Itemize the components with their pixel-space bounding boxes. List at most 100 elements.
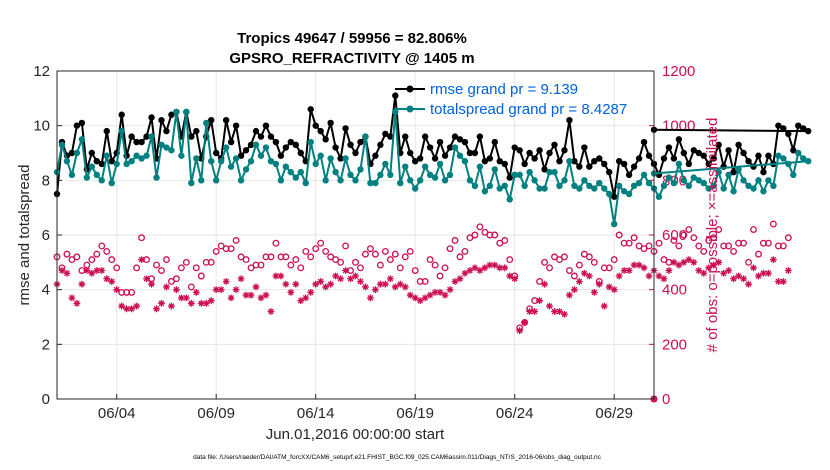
data-point-rmse	[775, 122, 782, 129]
obs-possible-marker	[182, 258, 190, 266]
obs-assimilated-marker	[645, 272, 653, 280]
obs-possible-marker	[580, 250, 588, 258]
obs-assimilated-marker	[182, 294, 190, 302]
obs-possible-marker	[715, 226, 723, 233]
obs-assimilated-marker	[158, 299, 165, 307]
obs-assimilated-marker	[755, 272, 762, 280]
obs-assimilated-marker	[332, 272, 339, 280]
data-point-totalspread	[710, 182, 717, 189]
obs-possible-marker	[317, 239, 325, 247]
data-point-rmse	[73, 122, 81, 129]
obs-possible-marker	[312, 245, 320, 253]
data-point-totalspread	[461, 158, 469, 165]
obs-possible-marker	[615, 231, 623, 239]
y-tick-label: 8	[42, 172, 50, 189]
legend-rmse-label: rmse grand pr = 9.139	[430, 81, 578, 98]
obs-assimilated-marker	[640, 264, 648, 272]
obs-possible-marker	[561, 253, 568, 261]
data-point-totalspread	[108, 179, 115, 187]
obs-assimilated-marker	[148, 280, 155, 288]
data-point-totalspread	[208, 158, 215, 165]
data-point-totalspread	[213, 177, 220, 184]
obs-possible-marker	[237, 253, 245, 261]
obs-assimilated-marker	[516, 327, 524, 335]
obs-assimilated-marker	[750, 264, 757, 272]
obs-possible-marker	[167, 278, 175, 285]
data-point-totalspread	[68, 171, 76, 179]
data-point-totalspread	[665, 174, 673, 181]
obs-assimilated-marker	[312, 280, 320, 288]
data-point-rmse	[297, 149, 304, 157]
data-point-totalspread	[242, 166, 250, 173]
obs-possible-marker	[501, 237, 509, 244]
obs-possible-marker	[546, 264, 553, 272]
obs-possible-marker	[541, 258, 548, 266]
data-point-totalspread	[193, 155, 200, 162]
data-point-totalspread	[581, 177, 588, 184]
data-point-totalspread	[511, 171, 518, 179]
data-point-rmse	[501, 160, 508, 168]
footnote: data file: /Users/raeder/DAI/ATM_forcXX/…	[193, 454, 602, 461]
data-point-totalspread	[203, 119, 210, 127]
obs-possible-marker	[635, 242, 643, 250]
data-point-rmse	[431, 155, 439, 162]
data-point-rmse	[262, 122, 270, 129]
obs-assimilated-marker	[83, 267, 91, 274]
series-lines	[53, 92, 812, 228]
data-point-totalspread	[307, 138, 314, 146]
data-point-rmse	[695, 149, 702, 157]
obs-assimilated-marker	[177, 294, 185, 302]
obs-assimilated-marker	[267, 308, 275, 315]
data-point-totalspread	[615, 182, 623, 189]
data-point-totalspread	[138, 155, 145, 162]
obs-assimilated-marker	[317, 278, 325, 285]
data-point-rmse	[337, 155, 344, 162]
data-point-totalspread	[775, 152, 782, 159]
obs-possible-marker	[227, 245, 235, 253]
obs-assimilated-marker	[78, 280, 86, 288]
chart-subtitle: GPSRO_REFRACTIVITY @ 1405 m	[229, 50, 474, 67]
obs-assimilated-marker	[670, 258, 678, 266]
data-point-rmse	[596, 155, 603, 162]
obs-possible-marker	[680, 231, 688, 239]
data-point-rmse	[665, 144, 673, 151]
data-point-rmse	[635, 155, 643, 162]
obs-assimilated-marker	[496, 264, 504, 272]
data-point-rmse	[128, 133, 135, 140]
data-point-rmse	[317, 127, 324, 135]
obs-assimilated-marker	[352, 272, 359, 280]
obs-possible-marker	[396, 264, 404, 272]
data-point-rmse	[387, 133, 394, 140]
data-point-totalspread	[516, 171, 523, 179]
obs-possible-marker	[645, 242, 653, 250]
data-point-rmse	[640, 138, 648, 146]
x-axis-label: Jun.01,2016 00:00:00 start	[266, 426, 445, 443]
obs-assimilated-marker	[98, 267, 106, 274]
data-point-rmse	[730, 168, 737, 176]
obs-assimilated-marker	[262, 291, 270, 299]
obs-assimilated-marker	[610, 286, 618, 294]
y-tick-label: 10	[33, 118, 50, 135]
y2-axis-label: # of obs: o=possible; ×=assimilated	[704, 118, 721, 353]
data-point-totalspread	[342, 155, 349, 162]
obs-assimilated-marker	[202, 299, 210, 307]
obs-assimilated-marker	[715, 258, 723, 266]
data-point-totalspread	[715, 168, 722, 176]
obs-possible-marker	[366, 245, 374, 253]
data-point-totalspread	[98, 177, 105, 184]
y-tick-label: 2	[42, 336, 50, 353]
obs-assimilated-marker	[153, 305, 160, 313]
obs-possible-marker	[292, 256, 300, 264]
obs-possible-marker	[590, 258, 598, 266]
data-point-rmse	[551, 141, 558, 148]
data-point-rmse	[287, 138, 295, 146]
obs-assimilated-marker	[367, 294, 374, 302]
data-point-rmse	[556, 158, 563, 165]
data-point-totalspread	[237, 177, 245, 184]
obs-assimilated-marker	[531, 308, 538, 315]
obs-possible-marker	[660, 256, 668, 264]
data-point-totalspread	[123, 160, 130, 168]
y2-tick-label: 1200	[662, 63, 695, 80]
data-point-rmse	[790, 147, 797, 154]
data-point-totalspread	[695, 177, 702, 184]
